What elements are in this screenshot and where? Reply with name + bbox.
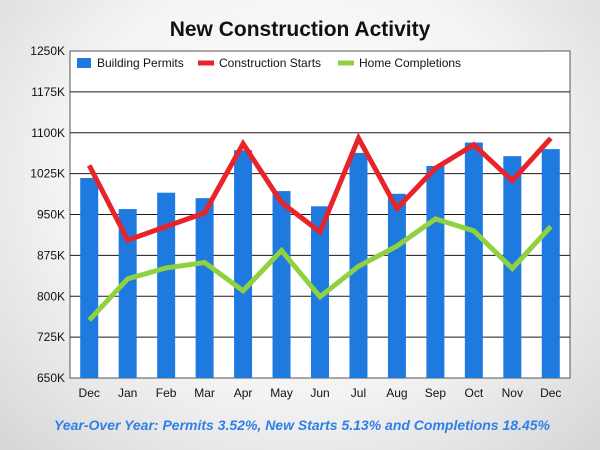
x-tick-label: Jun: [310, 386, 329, 400]
x-axis-tick-labels: Dec Jan Feb Mar Apr May Jun Jul Aug Sep Oct Nov Dec: [79, 386, 562, 400]
line-home-completions: [87, 216, 553, 322]
x-tick-label: Mar: [194, 386, 215, 400]
x-tick-label: Apr: [234, 386, 253, 400]
bar-building-permits: [234, 150, 253, 378]
y-tick-label: 800K: [37, 289, 65, 303]
legend-label-construction-starts: Construction Starts: [219, 56, 321, 70]
x-tick-label: Feb: [156, 386, 177, 400]
bar-building-permits: [387, 193, 406, 378]
legend-swatch-building-permits: [77, 58, 91, 68]
x-tick-label: Dec: [79, 386, 100, 400]
bar-building-permits: [118, 209, 137, 378]
bar-building-permits: [311, 206, 329, 378]
bar-building-permits: [464, 142, 483, 378]
y-tick-label: 1175K: [31, 85, 65, 99]
building-permits-bars: [80, 142, 560, 378]
gridlines: [70, 91, 570, 338]
legend: Building Permits Construction Starts Home …: [77, 56, 461, 70]
chart-title: New Construction Activity: [170, 18, 431, 41]
y-tick-label: 725K: [37, 330, 65, 344]
bar-building-permits: [195, 198, 214, 378]
x-tick-label: Dec: [540, 386, 561, 400]
line-construction-starts: [86, 132, 553, 244]
bar-building-permits: [157, 192, 176, 378]
y-tick-label: 1250K: [30, 44, 65, 58]
y-tick-label: 950K: [37, 208, 65, 222]
x-tick-label: Aug: [386, 386, 407, 400]
bar-building-permits: [541, 149, 560, 378]
x-tick-label: Oct: [465, 386, 484, 400]
y-axis-tick-labels: 650K 725K 800K 875K 950K 1025K 1100K 1175K 1250K: [30, 44, 65, 385]
y-tick-label: 1025K: [30, 167, 65, 181]
x-tick-label: Nov: [502, 386, 523, 400]
bar-building-permits: [426, 165, 445, 378]
y-tick-label: 1100K: [31, 126, 65, 140]
x-tick-label: Sep: [425, 386, 447, 400]
x-tick-label: Jul: [351, 386, 366, 400]
bar-building-permits: [80, 177, 99, 378]
legend-label-home-completions: Home Completions: [359, 56, 461, 70]
legend-label-building-permits: Building Permits: [97, 56, 184, 70]
x-tick-label: Jan: [118, 386, 137, 400]
y-tick-label: 650K: [37, 371, 65, 385]
bar-building-permits: [272, 191, 291, 378]
y-tick-label: 875K: [37, 248, 65, 262]
footer-note: Year-Over Year: Permits 3.52%, New Start…: [54, 417, 550, 433]
x-tick-label: May: [270, 386, 293, 400]
series-lines: [86, 132, 553, 322]
